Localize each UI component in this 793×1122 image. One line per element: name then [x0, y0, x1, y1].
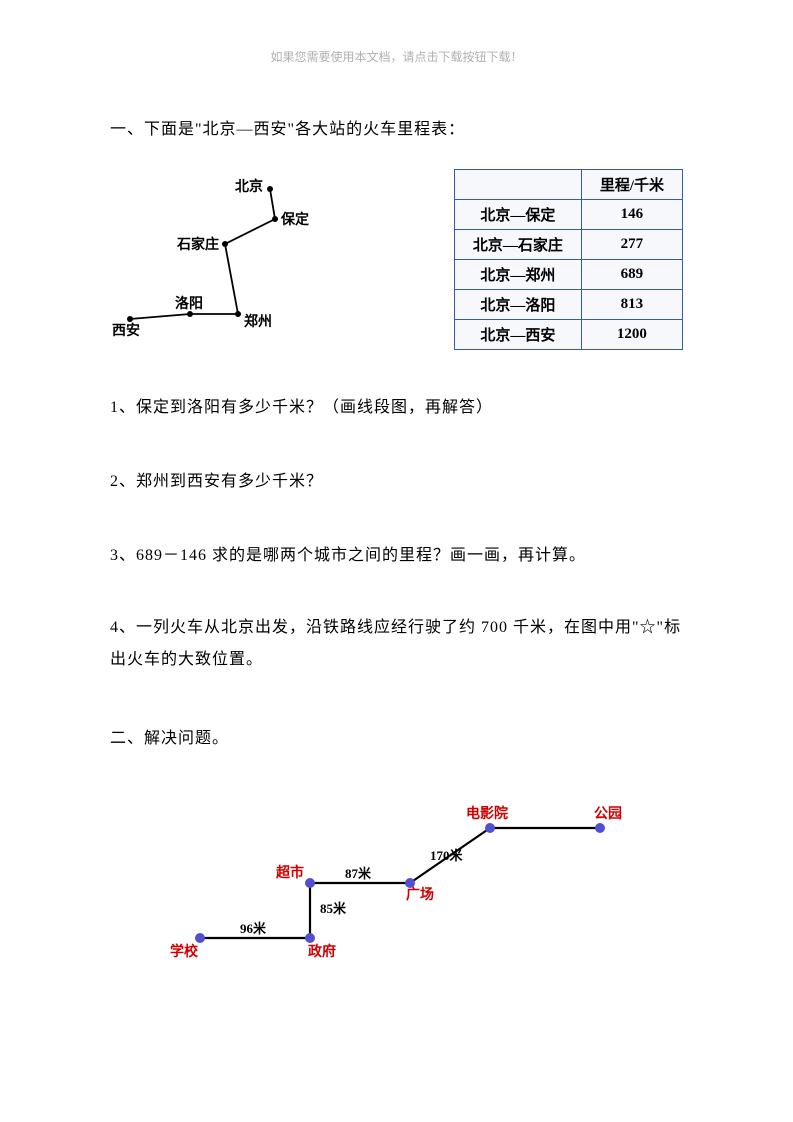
km-cell: 689	[581, 260, 682, 290]
section1-title: 一、下面是"北京—西安"各大站的火车里程表：	[110, 115, 683, 139]
svg-text:170米: 170米	[430, 848, 464, 863]
svg-text:保定: 保定	[280, 211, 309, 228]
svg-text:郑州: 郑州	[244, 313, 272, 330]
svg-text:政府: 政府	[308, 943, 336, 960]
route-cell: 北京—石家庄	[454, 230, 581, 260]
svg-text:电影院: 电影院	[466, 805, 508, 822]
route-map: 北京保定石家庄郑州 洛阳西安	[110, 169, 310, 339]
question-4: 4、一列火车从北京出发，沿铁路线应经行驶了约 700 千米，在图中用"☆"标出火…	[110, 612, 683, 676]
route-cell: 北京—西安	[454, 320, 581, 350]
table-header-row: 里程/千米	[454, 170, 682, 200]
question-3: 3、689－146 求的是哪两个城市之间的里程？画一画，再计算。	[110, 540, 683, 572]
km-cell: 146	[581, 200, 682, 230]
svg-text:超市: 超市	[275, 864, 304, 881]
svg-text:西安: 西安	[112, 322, 140, 339]
km-cell: 813	[581, 290, 682, 320]
table-empty-header	[454, 170, 581, 200]
km-cell: 1200	[581, 320, 682, 350]
svg-text:石家庄: 石家庄	[176, 236, 219, 253]
mileage-table: 里程/千米 北京—保定146北京—石家庄277北京—郑州689北京—洛阳813北…	[454, 169, 683, 350]
path-diagram: 96米 85米 87米 170米学校 政府 超市广场 电影院 公园	[170, 788, 683, 973]
header-note: 如果您需要使用本文档，请点击下载按钮下载！	[0, 0, 793, 65]
svg-text:广场: 广场	[406, 886, 434, 903]
route-cell: 北京—洛阳	[454, 290, 581, 320]
svg-text:87米: 87米	[345, 866, 372, 881]
table-header-km: 里程/千米	[581, 170, 682, 200]
section2-title: 二、解决问题。	[110, 724, 683, 748]
question-2: 2、郑州到西安有多少千米？	[110, 466, 683, 498]
svg-text:公园: 公园	[594, 806, 622, 822]
table-row: 北京—西安1200	[454, 320, 682, 350]
svg-text:学校: 学校	[170, 943, 199, 960]
table-row: 北京—洛阳813	[454, 290, 682, 320]
svg-text:北京: 北京	[235, 178, 263, 195]
svg-text:85米: 85米	[320, 901, 347, 916]
content-area: 一、下面是"北京—西安"各大站的火车里程表： 北京保定石家庄郑州 洛阳西安 里程/…	[0, 115, 793, 973]
figure-row: 北京保定石家庄郑州洛阳西安 里程/千米 北京—保定146北京—石家庄277北京—…	[110, 169, 683, 350]
route-cell: 北京—郑州	[454, 260, 581, 290]
km-cell: 277	[581, 230, 682, 260]
table-row: 北京—保定146	[454, 200, 682, 230]
path-diagram-svg: 96米 85米 87米 170米学校 政府 超市广场 电影院 公园	[170, 788, 640, 968]
route-cell: 北京—保定	[454, 200, 581, 230]
svg-text:96米: 96米	[240, 921, 267, 936]
svg-text:洛阳: 洛阳	[175, 295, 203, 312]
table-row: 北京—石家庄277	[454, 230, 682, 260]
question-1: 1、保定到洛阳有多少千米？（画线段图，再解答）	[110, 392, 683, 424]
table-row: 北京—郑州689	[454, 260, 682, 290]
